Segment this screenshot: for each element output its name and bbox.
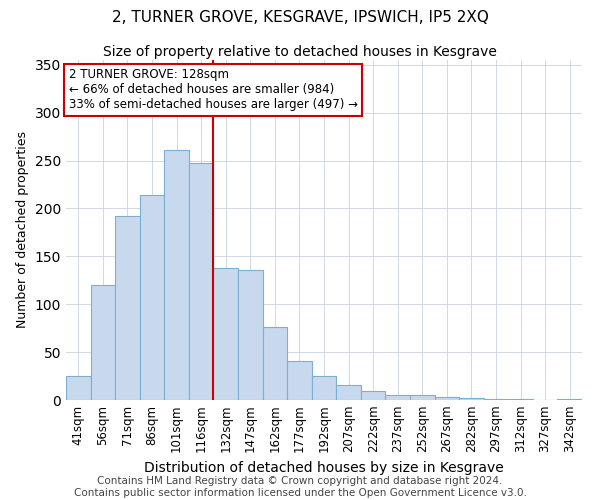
Bar <box>312 376 336 400</box>
Bar <box>434 397 459 400</box>
Bar <box>336 384 361 400</box>
Bar <box>91 285 115 400</box>
Text: Size of property relative to detached houses in Kesgrave: Size of property relative to detached ho… <box>103 45 497 59</box>
Bar <box>140 195 164 400</box>
Bar <box>484 399 508 400</box>
Text: 2, TURNER GROVE, KESGRAVE, IPSWICH, IP5 2XQ: 2, TURNER GROVE, KESGRAVE, IPSWICH, IP5 … <box>112 10 488 25</box>
Text: 2 TURNER GROVE: 128sqm
← 66% of detached houses are smaller (984)
33% of semi-de: 2 TURNER GROVE: 128sqm ← 66% of detached… <box>68 68 358 112</box>
X-axis label: Distribution of detached houses by size in Kesgrave: Distribution of detached houses by size … <box>144 461 504 475</box>
Bar <box>263 327 287 400</box>
Bar <box>361 392 385 400</box>
Bar <box>557 399 582 400</box>
Bar <box>385 395 410 400</box>
Bar <box>115 216 140 400</box>
Bar <box>410 395 434 400</box>
Y-axis label: Number of detached properties: Number of detached properties <box>16 132 29 328</box>
Bar <box>189 164 214 400</box>
Bar <box>508 399 533 400</box>
Bar <box>459 398 484 400</box>
Text: Contains HM Land Registry data © Crown copyright and database right 2024.
Contai: Contains HM Land Registry data © Crown c… <box>74 476 526 498</box>
Bar <box>238 270 263 400</box>
Bar <box>66 376 91 400</box>
Bar <box>287 360 312 400</box>
Bar <box>164 150 189 400</box>
Bar <box>214 268 238 400</box>
